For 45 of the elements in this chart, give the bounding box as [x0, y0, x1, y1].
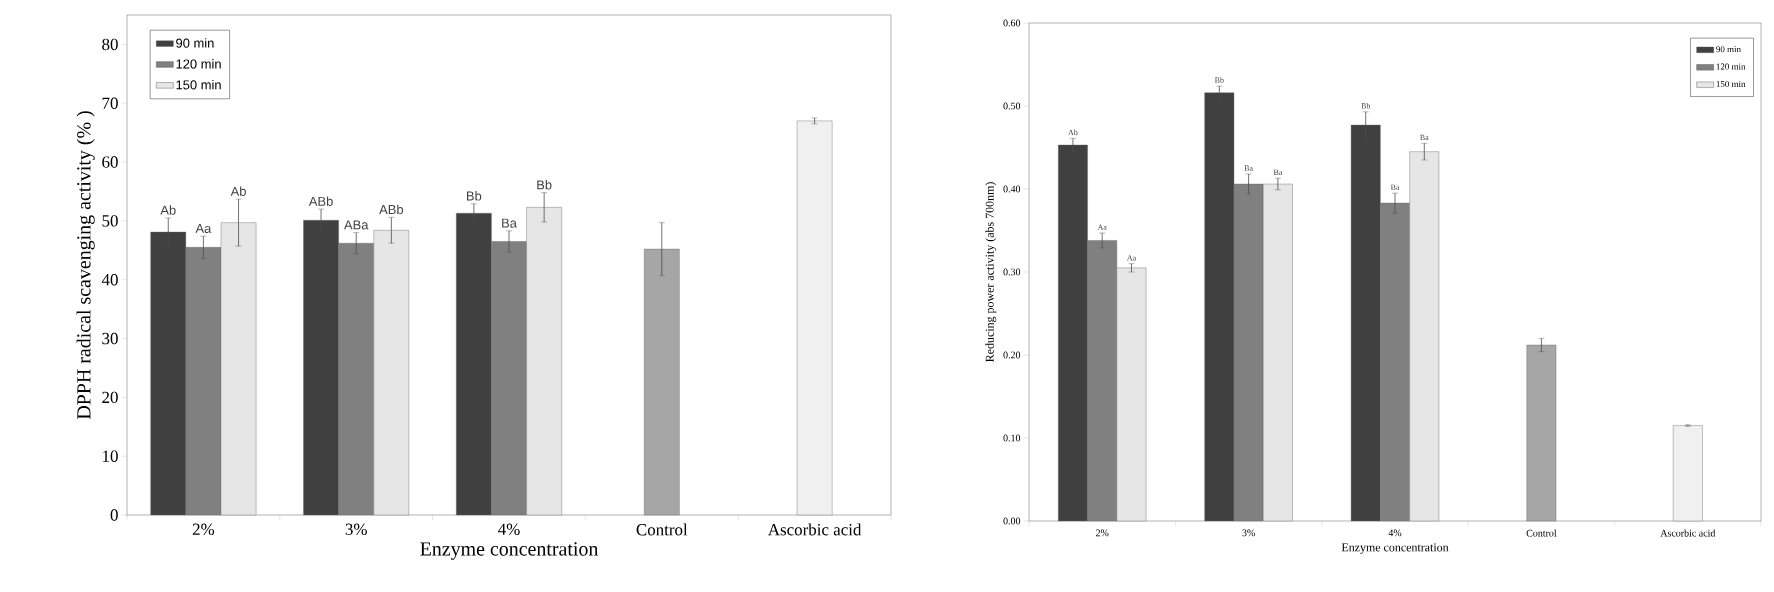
y-tick-label: 0.00 [1003, 517, 1021, 525]
y-tick-label: 80 [102, 38, 118, 51]
y-tick-label: 70 [102, 97, 118, 109]
y-tick-label: 10 [103, 450, 118, 462]
y-tick-label: 0.50 [1003, 102, 1021, 110]
data-label: Ab [160, 205, 176, 215]
y-tick-label: 0 [110, 509, 118, 521]
data-label: ABb [379, 204, 404, 215]
legend-label: 90 min [1716, 46, 1741, 53]
y-tick-label: 50 [102, 215, 118, 227]
data-label: Bb [467, 191, 482, 201]
legend-label: 150 min [176, 79, 221, 90]
x-tick-label: 2% [1096, 529, 1109, 537]
x-tick-label: 4% [498, 523, 520, 535]
y-axis-title: DPPH radical scavenging activity (% ) [76, 111, 95, 420]
x-tick-label: Ascorbic acid [1660, 529, 1716, 537]
x-tick-label: 2% [192, 523, 215, 535]
y-tick-label: 0.10 [1003, 434, 1021, 442]
x-tick-label: 4% [1388, 529, 1402, 537]
y-tick-label: 30 [102, 332, 118, 345]
legend-label: 120 min [1716, 63, 1746, 70]
data-label: Aa [195, 223, 212, 233]
y-tick-label: 0.40 [1003, 185, 1021, 193]
x-tick-label: 3% [1242, 529, 1255, 537]
data-label: ABa [343, 220, 369, 230]
legend-label: 90 min [176, 38, 214, 48]
legend-label: 150 min [1716, 81, 1746, 88]
data-label: ABb [308, 196, 333, 206]
x-tick-label: Control [636, 523, 688, 536]
y-tick-label: 0.20 [1003, 351, 1021, 359]
data-label: Ba [502, 218, 517, 228]
legend-label: 120 min [176, 59, 221, 69]
x-tick-label: Ascorbic acid [767, 523, 862, 536]
y-tick-label: 40 [101, 273, 118, 286]
y-tick-label: 0.60 [1003, 19, 1021, 27]
x-axis-title: Enzyme concentration [1341, 543, 1449, 554]
x-tick-label: Control [1526, 529, 1557, 537]
data-label: Ab [230, 186, 246, 196]
data-label: Bb [537, 179, 552, 190]
y-axis-title: Reducing power activity (abs 700nm) [985, 182, 997, 362]
x-tick-label: 3% [345, 523, 367, 535]
y-tick-label: 20 [102, 391, 118, 404]
x-axis-title: Enzyme concentration [420, 542, 599, 560]
y-tick-label: 0.30 [1003, 268, 1021, 276]
y-tick-label: 60 [102, 156, 118, 168]
